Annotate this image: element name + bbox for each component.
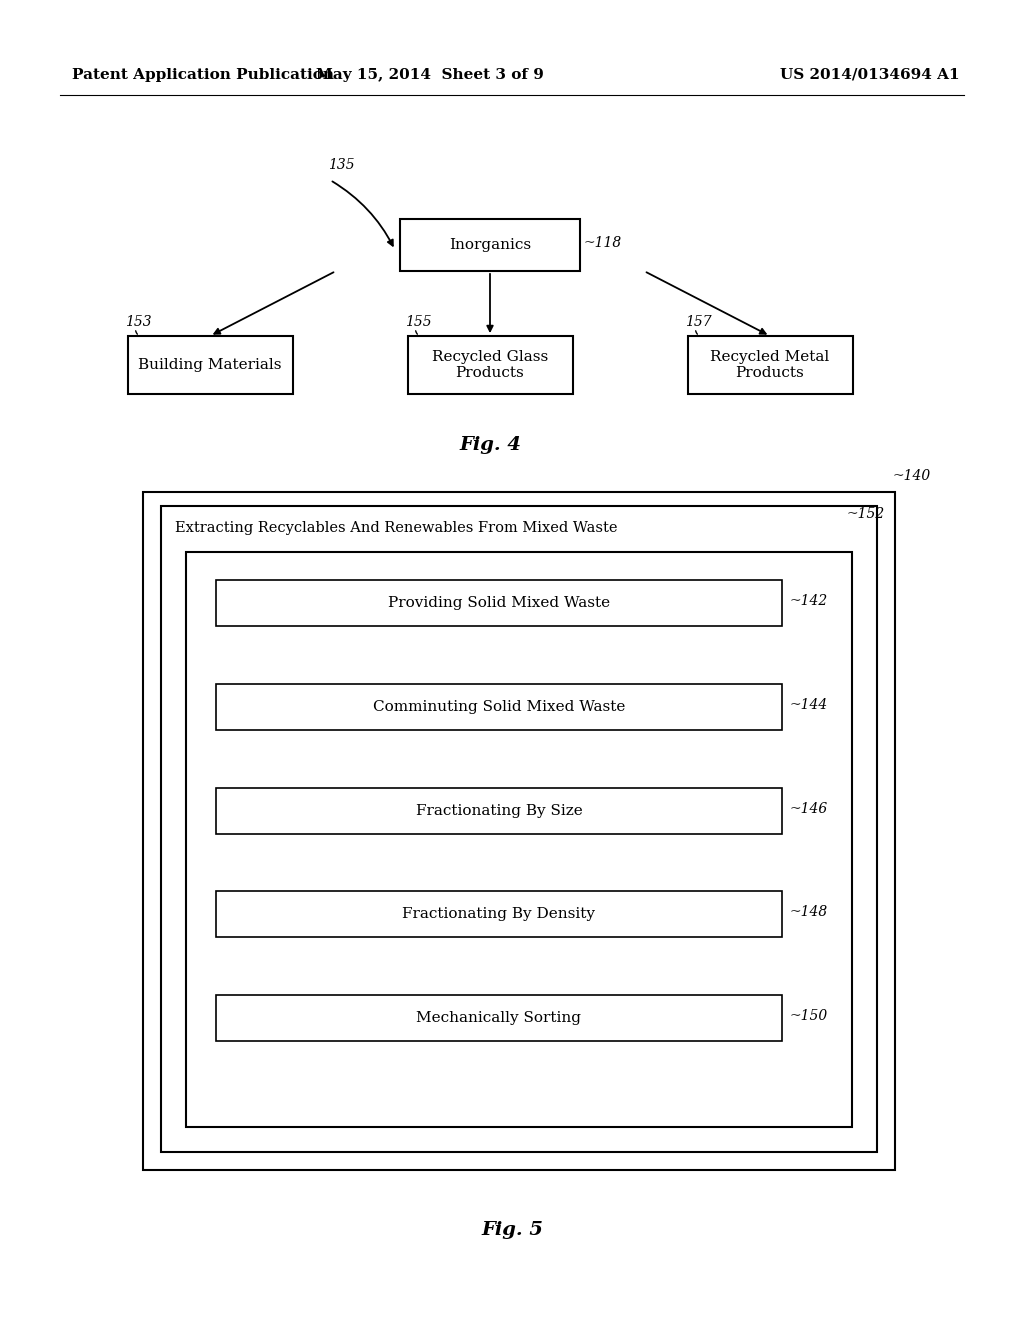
Bar — [408, 337, 572, 393]
Text: Comminuting Solid Mixed Waste: Comminuting Solid Mixed Waste — [373, 700, 626, 714]
Text: ~142: ~142 — [790, 594, 828, 609]
Text: 155: 155 — [406, 315, 432, 329]
Bar — [216, 579, 782, 626]
Text: Providing Solid Mixed Waste: Providing Solid Mixed Waste — [388, 597, 610, 610]
Text: US 2014/0134694 A1: US 2014/0134694 A1 — [780, 69, 959, 82]
Text: Mechanically Sorting: Mechanically Sorting — [417, 1011, 582, 1026]
Text: Inorganics: Inorganics — [449, 238, 531, 252]
Bar — [687, 337, 853, 393]
Bar — [128, 337, 293, 393]
Text: Fig. 4: Fig. 4 — [459, 436, 521, 454]
Text: ~118: ~118 — [584, 236, 623, 249]
Text: ~152: ~152 — [847, 507, 886, 521]
Text: ~144: ~144 — [790, 698, 828, 711]
Text: ~146: ~146 — [790, 801, 828, 816]
Bar — [143, 492, 895, 1170]
Text: ~148: ~148 — [790, 906, 828, 920]
Text: Fractionating By Density: Fractionating By Density — [402, 907, 596, 921]
Bar — [161, 506, 877, 1152]
Text: Building Materials: Building Materials — [138, 358, 282, 372]
Text: Recycled Metal
Products: Recycled Metal Products — [711, 350, 829, 380]
Bar — [216, 995, 782, 1041]
Text: Fractionating By Size: Fractionating By Size — [416, 804, 583, 817]
Text: Fig. 5: Fig. 5 — [481, 1221, 543, 1239]
Text: 157: 157 — [685, 315, 712, 329]
Bar — [216, 788, 782, 834]
Text: Recycled Glass
Products: Recycled Glass Products — [432, 350, 548, 380]
Bar — [400, 219, 580, 271]
Text: ~150: ~150 — [790, 1010, 828, 1023]
Text: Patent Application Publication: Patent Application Publication — [72, 69, 334, 82]
Bar — [216, 684, 782, 730]
Text: 135: 135 — [328, 158, 354, 172]
Bar — [186, 552, 852, 1127]
Text: May 15, 2014  Sheet 3 of 9: May 15, 2014 Sheet 3 of 9 — [316, 69, 544, 82]
Text: Extracting Recyclables And Renewables From Mixed Waste: Extracting Recyclables And Renewables Fr… — [175, 521, 617, 535]
Text: 153: 153 — [126, 315, 153, 329]
Bar — [216, 891, 782, 937]
Text: ~140: ~140 — [893, 469, 931, 483]
